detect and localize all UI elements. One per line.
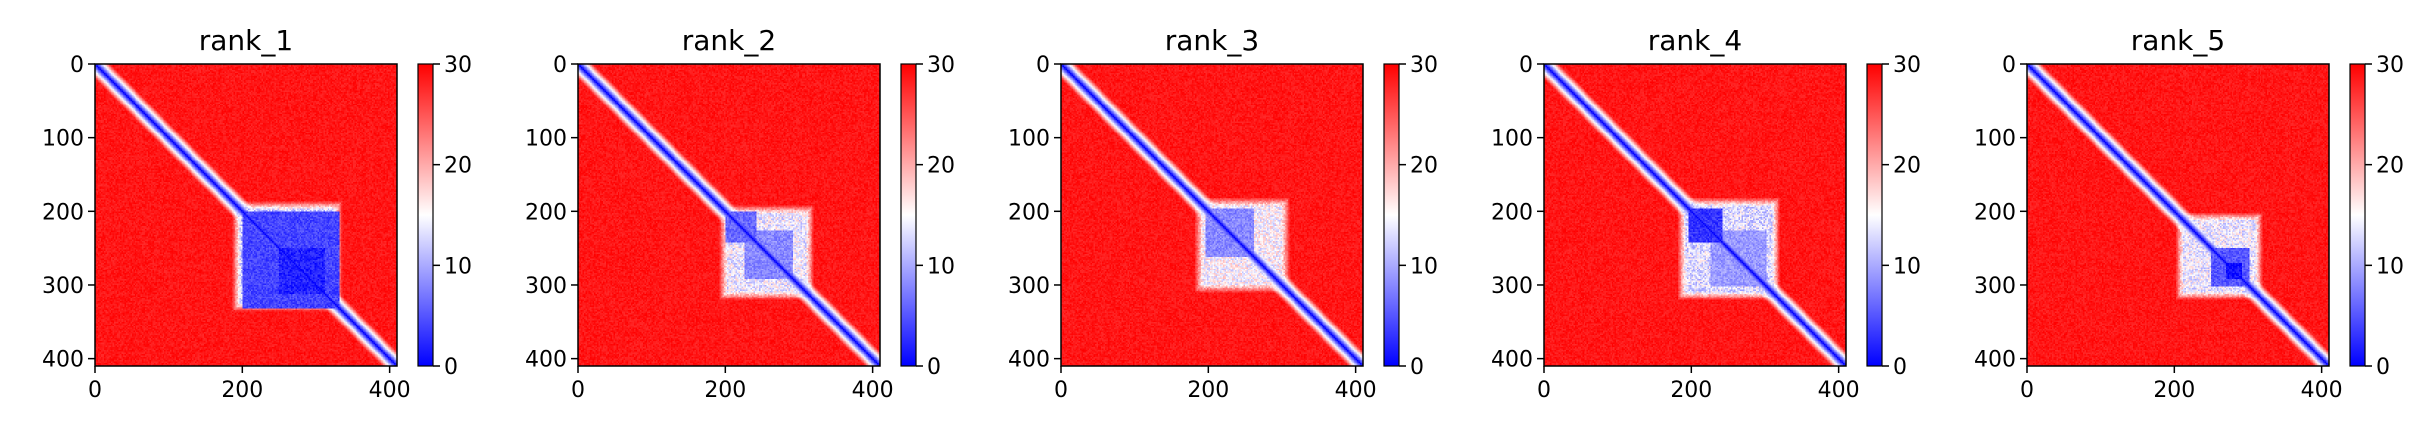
y-tick-label: 100 [1008,127,1050,152]
y-tick-label: 100 [1974,127,2016,152]
x-tick-label: 0 [2020,378,2034,403]
colorbar-tick-label: 0 [1410,355,1424,380]
colorbar [900,63,917,367]
colorbar-tick-label: 10 [1893,254,1921,279]
y-tick-label: 200 [1491,200,1533,225]
colorbar [1383,63,1400,367]
panel-title: rank_1 [199,24,293,57]
y-tick-label: 300 [1491,274,1533,299]
y-tick-label: 300 [42,274,84,299]
x-tick-label: 200 [221,378,263,403]
x-tick-label: 400 [852,378,894,403]
y-tick-label: 400 [1491,348,1533,373]
heatmap-image [95,64,397,366]
y-tick-label: 200 [1008,200,1050,225]
y-tick-label: 0 [1519,53,1533,78]
y-tick-label: 300 [1974,274,2016,299]
colorbar-tick-label: 20 [444,154,472,179]
x-tick-label: 200 [1187,378,1229,403]
x-tick-label: 0 [88,378,102,403]
y-tick-label: 0 [1036,53,1050,78]
x-tick-label: 200 [1670,378,1712,403]
y-tick-label: 100 [1491,127,1533,152]
y-tick-label: 100 [525,127,567,152]
axes-frame [1060,63,1364,367]
x-tick-label: 200 [2153,378,2195,403]
panel-title: rank_3 [1165,24,1259,57]
colorbar-tick-label: 20 [927,154,955,179]
x-tick-label: 400 [2301,378,2343,403]
colorbar-tick-label: 0 [2376,355,2390,380]
y-tick-label: 100 [42,127,84,152]
colorbar-tick-label: 30 [927,53,955,78]
y-tick-label: 200 [1974,200,2016,225]
heatmap-image [578,64,880,366]
y-tick-label: 400 [1974,348,2016,373]
colorbar [417,63,434,367]
y-tick-label: 200 [525,200,567,225]
y-tick-label: 300 [525,274,567,299]
y-tick-label: 200 [42,200,84,225]
colorbar [1866,63,1883,367]
axes-frame [2026,63,2330,367]
x-tick-label: 400 [369,378,411,403]
heatmap-image [1544,64,1846,366]
y-tick-label: 0 [70,53,84,78]
colorbar-tick-label: 30 [1893,53,1921,78]
y-tick-label: 400 [525,348,567,373]
colorbar-tick-label: 20 [2376,154,2404,179]
panel-title: rank_4 [1648,24,1742,57]
colorbar-tick-label: 30 [2376,53,2404,78]
y-tick-label: 0 [2002,53,2016,78]
colorbar-tick-label: 0 [1893,355,1907,380]
colorbar-tick-label: 30 [444,53,472,78]
axes-frame [94,63,398,367]
colorbar-tick-label: 0 [444,355,458,380]
y-tick-label: 300 [1008,274,1050,299]
y-tick-label: 400 [42,348,84,373]
x-tick-label: 400 [1818,378,1860,403]
x-tick-label: 0 [1537,378,1551,403]
colorbar-tick-label: 20 [1893,154,1921,179]
heatmap-image [1061,64,1363,366]
x-tick-label: 0 [571,378,585,403]
colorbar-tick-label: 20 [1410,154,1438,179]
axes-frame [577,63,881,367]
colorbar [2349,63,2366,367]
y-tick-label: 0 [553,53,567,78]
panel-title: rank_5 [2131,24,2225,57]
heatmap-image [2027,64,2329,366]
colorbar-tick-label: 10 [2376,254,2404,279]
axes-frame [1543,63,1847,367]
x-tick-label: 200 [704,378,746,403]
colorbar-tick-label: 30 [1410,53,1438,78]
x-tick-label: 0 [1054,378,1068,403]
panel-title: rank_2 [682,24,776,57]
colorbar-tick-label: 10 [927,254,955,279]
colorbar-tick-label: 10 [1410,254,1438,279]
x-tick-label: 400 [1335,378,1377,403]
colorbar-tick-label: 0 [927,355,941,380]
colorbar-tick-label: 10 [444,254,472,279]
y-tick-label: 400 [1008,348,1050,373]
